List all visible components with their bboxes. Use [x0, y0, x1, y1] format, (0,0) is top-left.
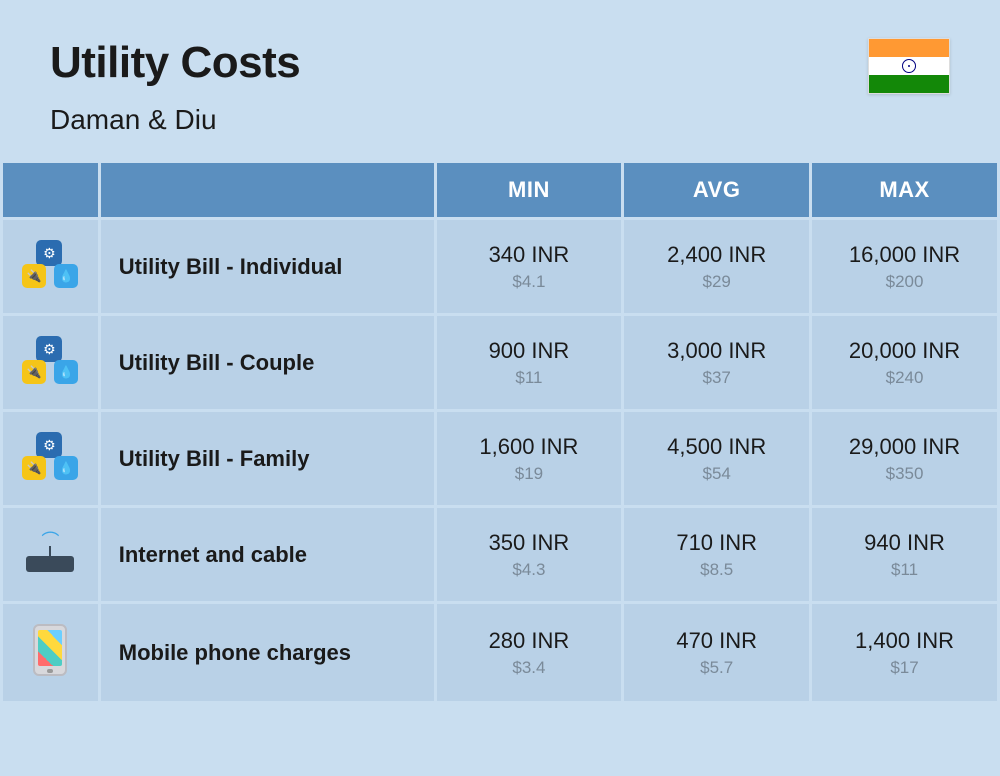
phone-home-icon: [47, 669, 53, 673]
avg-inr: 710 INR: [632, 530, 801, 556]
max-inr: 940 INR: [820, 530, 989, 556]
row-icon-cell: ⚙🔌 💧: [3, 412, 98, 505]
max-inr: 20,000 INR: [820, 338, 989, 364]
min-usd: $4.1: [445, 272, 614, 292]
row-min: 350 INR $4.3: [437, 508, 622, 601]
row-icon-cell: ⌒: [3, 508, 98, 601]
avg-usd: $29: [632, 272, 801, 292]
min-inr: 1,600 INR: [445, 434, 614, 460]
router-icon: ⌒: [22, 528, 78, 576]
avg-inr: 2,400 INR: [632, 242, 801, 268]
col-avg: AVG: [624, 163, 809, 217]
row-min: 280 INR $3.4: [437, 604, 622, 701]
max-usd: $200: [820, 272, 989, 292]
avg-inr: 4,500 INR: [632, 434, 801, 460]
phone-screen-icon: [38, 630, 62, 666]
col-label: [101, 163, 434, 217]
min-usd: $11: [445, 368, 614, 388]
row-min: 1,600 INR $19: [437, 412, 622, 505]
table-row: ⚙🔌 💧 Utility Bill - Family 1,600 INR $19 4,50…: [3, 412, 997, 505]
avg-usd: $37: [632, 368, 801, 388]
row-avg: 710 INR $8.5: [624, 508, 809, 601]
phone-icon: [33, 624, 67, 676]
row-max: 29,000 INR $350: [812, 412, 997, 505]
row-max: 940 INR $11: [812, 508, 997, 601]
min-usd: $3.4: [445, 658, 614, 678]
flag-green-stripe: [869, 75, 949, 93]
row-label: Internet and cable: [101, 508, 434, 601]
avg-inr: 3,000 INR: [632, 338, 801, 364]
min-inr: 280 INR: [445, 628, 614, 654]
plug-icon: 🔌: [22, 360, 46, 384]
water-icon: 💧: [54, 360, 78, 384]
avg-usd: $54: [632, 464, 801, 484]
gear-icon: ⚙: [36, 240, 62, 266]
max-usd: $240: [820, 368, 989, 388]
antenna-icon: [49, 546, 51, 556]
title-block: Utility Costs Daman & Diu: [50, 38, 300, 136]
avg-usd: $5.7: [632, 658, 801, 678]
col-min: MIN: [437, 163, 622, 217]
table-row: ⌒ Internet and cable 350 INR $4.3 710 INR $8.…: [3, 508, 997, 601]
row-max: 16,000 INR $200: [812, 220, 997, 313]
row-max: 1,400 INR $17: [812, 604, 997, 701]
row-avg: 470 INR $5.7: [624, 604, 809, 701]
row-icon-cell: ⚙🔌 💧: [3, 316, 98, 409]
row-label: Mobile phone charges: [101, 604, 434, 701]
plug-icon: 🔌: [22, 456, 46, 480]
max-inr: 16,000 INR: [820, 242, 989, 268]
row-label: Utility Bill - Family: [101, 412, 434, 505]
water-icon: 💧: [54, 456, 78, 480]
avg-inr: 470 INR: [632, 628, 801, 654]
table-row: ⚙🔌 💧 Utility Bill - Couple 900 INR $11 3,000 …: [3, 316, 997, 409]
max-usd: $350: [820, 464, 989, 484]
row-label: Utility Bill - Couple: [101, 316, 434, 409]
row-min: 340 INR $4.1: [437, 220, 622, 313]
row-min: 900 INR $11: [437, 316, 622, 409]
water-icon: 💧: [54, 264, 78, 288]
utility-costs-table: MIN AVG MAX ⚙🔌💧Utility Bill - Individual…: [0, 160, 1000, 704]
col-max: MAX: [812, 163, 997, 217]
utility-cluster-icon: ⚙🔌 💧: [22, 432, 78, 480]
min-inr: 340 INR: [445, 242, 614, 268]
flag-chakra-icon: [902, 59, 916, 73]
row-avg: 3,000 INR $37: [624, 316, 809, 409]
utility-cluster-icon: ⚙🔌 💧: [22, 240, 78, 288]
page-subtitle: Daman & Diu: [50, 104, 300, 136]
plug-icon: 🔌: [22, 264, 46, 288]
min-inr: 900 INR: [445, 338, 614, 364]
flag-white-stripe: [869, 57, 949, 75]
row-avg: 4,500 INR $54: [624, 412, 809, 505]
row-avg: 2,400 INR $29: [624, 220, 809, 313]
avg-usd: $8.5: [632, 560, 801, 580]
max-usd: $11: [820, 560, 989, 580]
min-inr: 350 INR: [445, 530, 614, 556]
max-usd: $17: [820, 658, 989, 678]
col-icon: [3, 163, 98, 217]
row-icon-cell: ⚙🔌 💧: [3, 220, 98, 313]
page-title: Utility Costs: [50, 38, 300, 88]
india-flag-icon: [868, 38, 950, 94]
min-usd: $4.3: [445, 560, 614, 580]
gear-icon: ⚙: [36, 336, 62, 362]
min-usd: $19: [445, 464, 614, 484]
utility-cluster-icon: ⚙🔌 💧: [22, 336, 78, 384]
max-inr: 29,000 INR: [820, 434, 989, 460]
gear-icon: ⚙: [36, 432, 62, 458]
table-row: Mobile phone charges 280 INR $3.4 470 INR $5…: [3, 604, 997, 701]
max-inr: 1,400 INR: [820, 628, 989, 654]
row-label: Utility Bill - Individual: [101, 220, 434, 313]
row-icon-cell: [3, 604, 98, 701]
flag-saffron-stripe: [869, 39, 949, 57]
table-row: ⚙🔌 💧 Utility Bill - Individual 340 INR $4.1 2…: [3, 220, 997, 313]
header: Utility Costs Daman & Diu: [0, 0, 1000, 160]
table-header-row: MIN AVG MAX: [3, 163, 997, 217]
row-max: 20,000 INR $240: [812, 316, 997, 409]
router-body-icon: [26, 556, 74, 572]
